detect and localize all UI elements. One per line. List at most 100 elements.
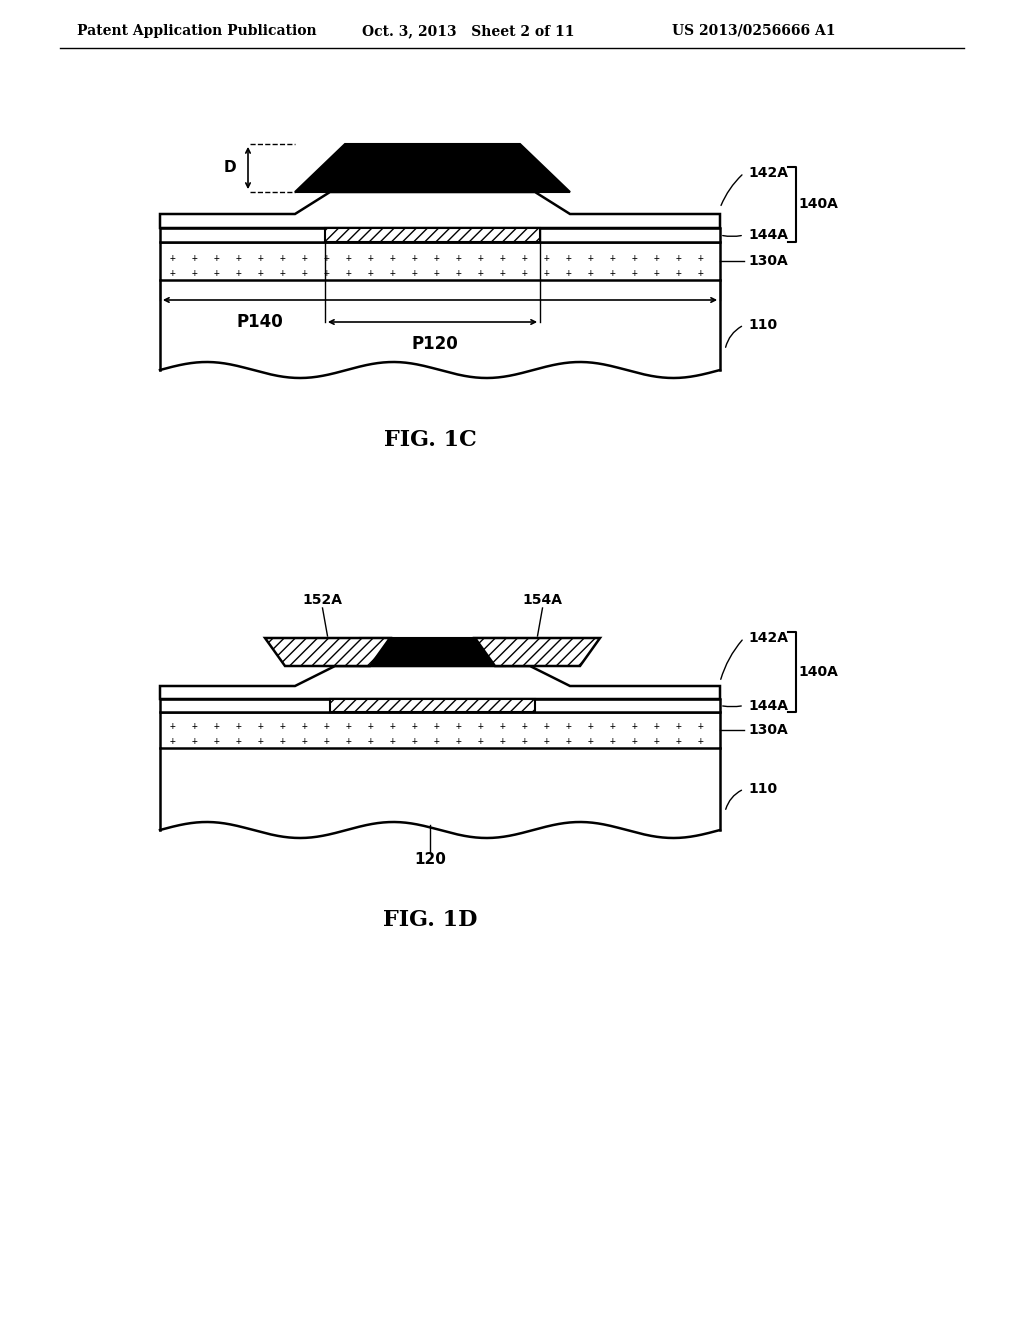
Text: +: + [302,721,308,731]
Text: +: + [434,253,440,263]
Text: +: + [632,253,638,263]
Text: +: + [346,737,352,746]
Text: +: + [193,268,198,279]
Text: +: + [456,721,462,731]
Text: +: + [390,253,396,263]
Text: +: + [170,737,176,746]
Text: +: + [456,268,462,279]
Text: Oct. 3, 2013   Sheet 2 of 11: Oct. 3, 2013 Sheet 2 of 11 [362,24,574,38]
Text: +: + [324,721,330,731]
Text: 140A: 140A [798,198,838,211]
Text: +: + [324,737,330,746]
Text: +: + [500,268,506,279]
Text: +: + [522,268,528,279]
Text: +: + [170,721,176,731]
Text: +: + [170,253,176,263]
Text: +: + [214,268,220,279]
Text: +: + [170,268,176,279]
Text: +: + [258,253,264,263]
Text: +: + [676,737,682,746]
Bar [325,228,540,242]
Text: 154A: 154A [522,593,562,607]
Text: +: + [478,737,484,746]
Text: FIG. 1D: FIG. 1D [383,909,477,931]
Bar [160,228,720,242]
Text: +: + [214,721,220,731]
Text: +: + [390,721,396,731]
Text: +: + [676,253,682,263]
Text: +: + [368,253,374,263]
Text: +: + [368,737,374,746]
Text: +: + [368,268,374,279]
Text: +: + [280,737,286,746]
Text: +: + [522,737,528,746]
Text: +: + [368,721,374,731]
Text: +: + [610,253,616,263]
Bar [160,700,720,711]
Text: +: + [390,737,396,746]
Text: 130A: 130A [748,253,787,268]
Polygon shape [265,638,390,667]
Text: +: + [654,253,659,263]
Text: FIG. 1C: FIG. 1C [384,429,476,451]
Text: P120: P120 [412,335,459,352]
Text: 110: 110 [748,781,777,796]
Text: Patent Application Publication: Patent Application Publication [77,24,316,38]
Text: 130A: 130A [748,723,787,737]
Text: +: + [698,721,703,731]
Text: +: + [632,721,638,731]
Text: +: + [588,253,594,263]
Text: +: + [566,737,572,746]
Text: +: + [412,737,418,746]
Text: +: + [522,721,528,731]
Text: +: + [676,721,682,731]
Text: D: D [223,161,236,176]
Text: 144A: 144A [748,698,788,713]
Text: 152A: 152A [302,593,342,607]
Text: +: + [346,268,352,279]
Text: +: + [302,253,308,263]
Text: +: + [544,737,550,746]
Text: +: + [698,737,703,746]
Text: +: + [302,268,308,279]
Text: +: + [390,268,396,279]
Text: +: + [566,253,572,263]
Text: +: + [280,253,286,263]
Polygon shape [160,667,720,700]
Text: +: + [588,721,594,731]
Text: +: + [566,721,572,731]
Text: +: + [588,737,594,746]
Text: +: + [632,268,638,279]
Text: +: + [456,737,462,746]
Text: +: + [237,737,242,746]
Text: +: + [193,737,198,746]
Text: +: + [632,737,638,746]
Text: +: + [280,721,286,731]
Polygon shape [295,144,570,191]
Text: +: + [588,268,594,279]
Bar [160,711,720,748]
Polygon shape [475,638,600,667]
Text: +: + [193,721,198,731]
Text: +: + [698,253,703,263]
Text: +: + [654,721,659,731]
Text: +: + [434,737,440,746]
Text: +: + [478,721,484,731]
Text: 144A: 144A [748,228,788,242]
Bar [330,700,535,711]
Text: +: + [324,253,330,263]
Text: +: + [346,253,352,263]
Text: +: + [544,253,550,263]
Bar [160,242,720,280]
Text: +: + [258,737,264,746]
Text: +: + [214,737,220,746]
Text: +: + [610,721,616,731]
Text: +: + [500,737,506,746]
Text: +: + [522,253,528,263]
Text: +: + [214,253,220,263]
Text: +: + [258,721,264,731]
Text: +: + [456,253,462,263]
Text: P140: P140 [237,313,284,331]
Text: 140A: 140A [798,665,838,678]
Text: +: + [412,253,418,263]
